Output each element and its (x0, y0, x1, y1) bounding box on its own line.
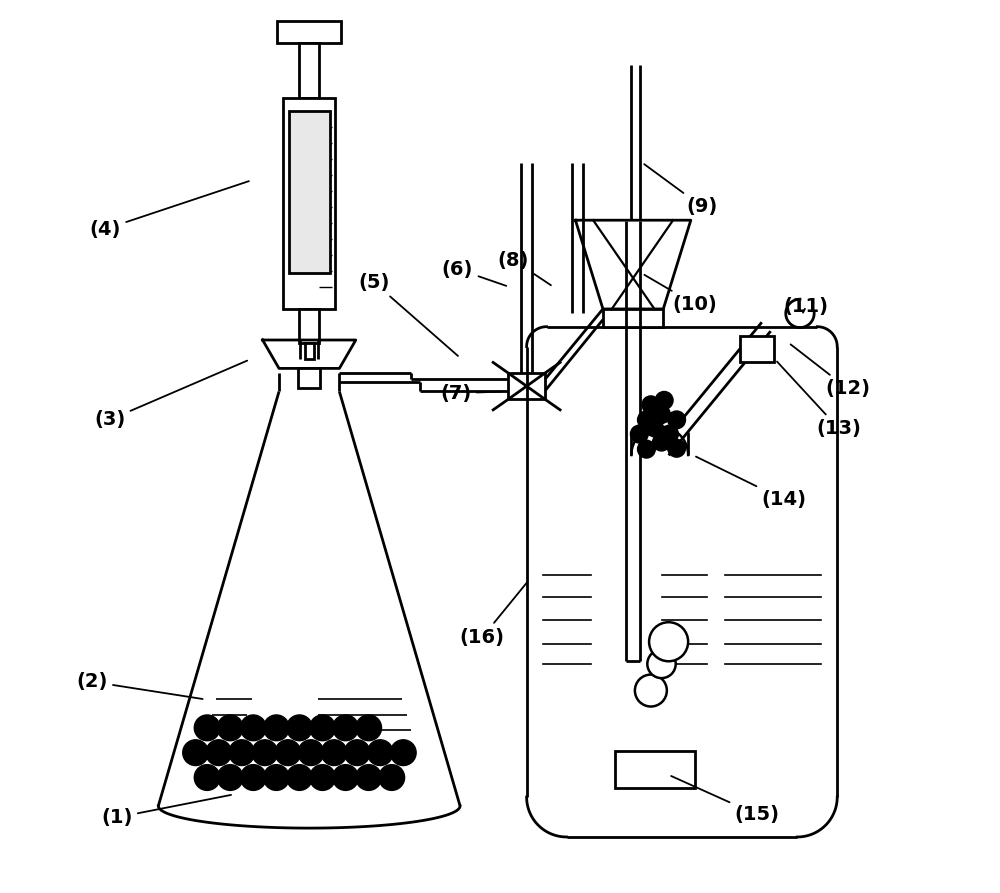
Bar (299, 43, 319, 97)
Polygon shape (263, 340, 356, 369)
Text: (3): (3) (94, 361, 247, 430)
Circle shape (333, 764, 358, 790)
Circle shape (240, 715, 266, 740)
Circle shape (263, 715, 289, 740)
Text: (6): (6) (442, 260, 506, 286)
Circle shape (649, 622, 688, 661)
Circle shape (263, 764, 289, 790)
Circle shape (310, 715, 335, 740)
Circle shape (638, 411, 655, 429)
Text: (5): (5) (358, 273, 458, 356)
Circle shape (287, 715, 312, 740)
Circle shape (390, 739, 416, 765)
Text: (1): (1) (101, 795, 231, 827)
Bar (508, 373, 545, 399)
Circle shape (646, 419, 663, 437)
Bar (298, 369, 320, 388)
Circle shape (630, 425, 648, 443)
Circle shape (194, 764, 220, 790)
Bar (289, 111, 330, 273)
Circle shape (635, 674, 667, 706)
Circle shape (642, 396, 660, 413)
Circle shape (217, 715, 243, 740)
Circle shape (655, 391, 673, 409)
Text: (8): (8) (498, 251, 551, 285)
Circle shape (367, 739, 393, 765)
Text: (10): (10) (644, 275, 718, 314)
Circle shape (240, 764, 266, 790)
Circle shape (275, 739, 301, 765)
Text: (7): (7) (440, 384, 502, 403)
Circle shape (647, 650, 676, 678)
Polygon shape (575, 221, 691, 309)
Circle shape (229, 739, 255, 765)
Circle shape (333, 715, 358, 740)
Bar (299, 309, 319, 343)
Circle shape (668, 411, 685, 429)
Bar (277, 21, 341, 43)
Circle shape (287, 764, 312, 790)
Bar (283, 97, 335, 309)
Text: (13): (13) (777, 362, 861, 438)
Circle shape (252, 739, 278, 765)
Circle shape (638, 440, 655, 458)
Circle shape (194, 715, 220, 740)
Text: (9): (9) (644, 164, 718, 216)
Text: (15): (15) (671, 776, 780, 824)
Circle shape (661, 425, 678, 443)
Circle shape (668, 439, 685, 457)
Circle shape (653, 405, 670, 423)
Circle shape (379, 764, 405, 790)
Circle shape (206, 739, 232, 765)
Bar (740, 336, 774, 363)
Circle shape (183, 739, 208, 765)
Text: (4): (4) (89, 181, 249, 238)
Text: (16): (16) (460, 581, 528, 647)
Text: (2): (2) (76, 672, 203, 699)
Circle shape (298, 739, 324, 765)
Bar (615, 751, 695, 789)
Circle shape (356, 715, 382, 740)
Text: (12): (12) (791, 345, 870, 398)
Circle shape (310, 764, 335, 790)
Text: (11): (11) (784, 296, 829, 316)
Circle shape (356, 764, 382, 790)
Circle shape (321, 739, 347, 765)
Text: (14): (14) (696, 456, 806, 509)
Circle shape (217, 764, 243, 790)
Circle shape (653, 433, 670, 451)
Circle shape (344, 739, 370, 765)
Bar (305, 343, 314, 359)
Bar (603, 309, 663, 327)
